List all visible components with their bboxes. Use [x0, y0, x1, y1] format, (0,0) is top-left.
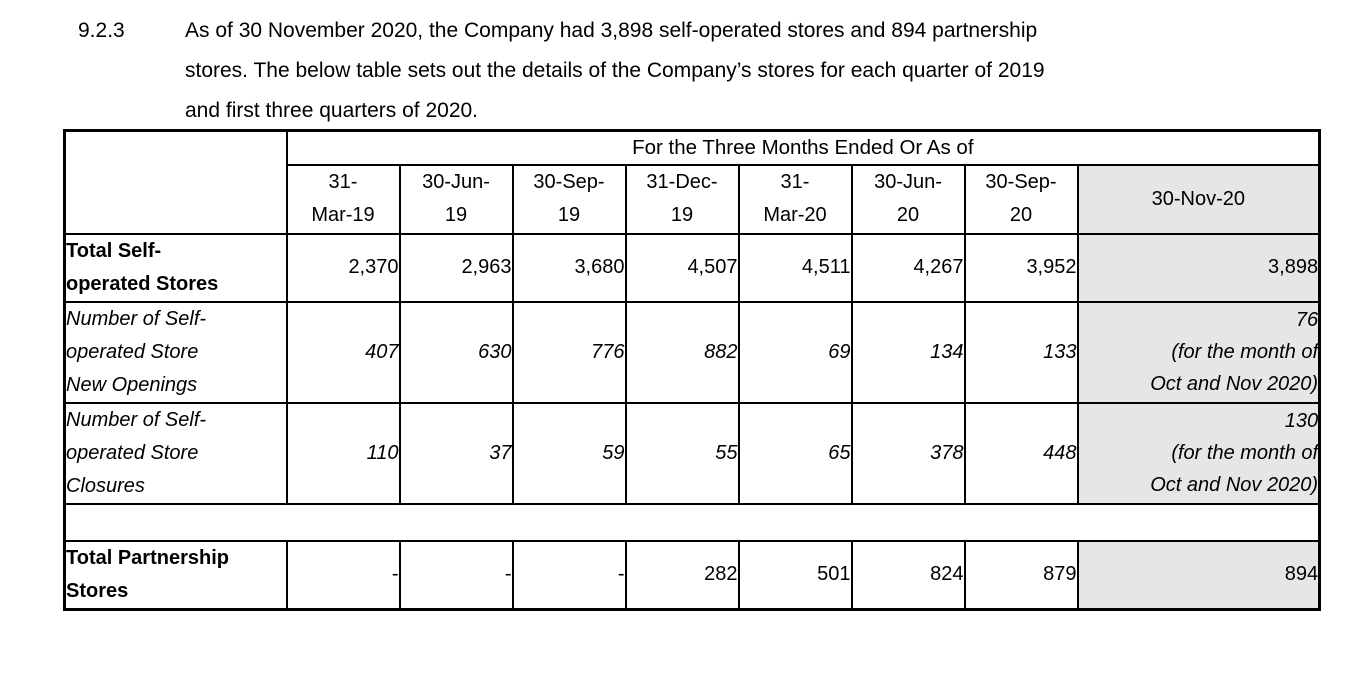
cell-value: 4,511 [737, 232, 853, 303]
paragraph-line: and first three quarters of 2020. [185, 99, 479, 122]
cell-value-highlight: 3,898 [1076, 232, 1321, 303]
cell-value: 448 [963, 401, 1079, 505]
cell-value: 282 [624, 539, 740, 610]
paragraph-text: As of 30 November 2020, the Company had … [185, 11, 1045, 131]
cell-value: 378 [850, 401, 966, 505]
cell-value: 776 [511, 300, 627, 404]
cell-value: 4,507 [624, 232, 740, 303]
col-header-31-mar-20: 31- Mar-20 [737, 163, 853, 235]
cell-value-highlight: 894 [1076, 539, 1321, 610]
row-new-openings: Number of Self- operated Store New Openi… [63, 300, 1321, 404]
cell-value: 65 [737, 401, 853, 505]
col-header-30-nov-20: 30-Nov-20 [1076, 163, 1321, 235]
col-header-30-sep-19: 30-Sep- 19 [511, 163, 627, 235]
paragraph-line: As of 30 November 2020, the Company had … [185, 19, 1038, 42]
cell-value: - [285, 539, 401, 610]
cell-value: 824 [850, 539, 966, 610]
cell-value: 2,370 [285, 232, 401, 303]
cell-value: 882 [624, 300, 740, 404]
row-total-self-operated-stores: Total Self- operated Stores 2,370 2,963 … [63, 232, 1321, 303]
cell-value: 501 [737, 539, 853, 610]
row-label: Total Self- operated Stores [63, 232, 288, 303]
section-number: 9.2.3 [78, 19, 125, 42]
spacer-cell [63, 502, 1321, 542]
col-header-30-jun-20: 30-Jun- 20 [850, 163, 966, 235]
span-header-cell: For the Three Months Ended Or As of [285, 129, 1321, 166]
cell-value: 69 [737, 300, 853, 404]
cell-value: 630 [398, 300, 514, 404]
cell-value: 4,267 [850, 232, 966, 303]
row-label: Number of Self- operated Store New Openi… [63, 300, 288, 404]
cell-value-highlight: 76 (for the month of Oct and Nov 2020) [1076, 300, 1321, 404]
table-header-row-span: For the Three Months Ended Or As of [63, 129, 1321, 235]
col-header-31-dec-19: 31-Dec- 19 [624, 163, 740, 235]
cell-value: 3,952 [963, 232, 1079, 303]
corner-cell [63, 129, 288, 235]
col-header-30-sep-20: 30-Sep- 20 [963, 163, 1079, 235]
cell-value: 110 [285, 401, 401, 505]
row-closures: Number of Self- operated Store Closures … [63, 401, 1321, 505]
table-header-row-dates: 31- Mar-19 30-Jun- 19 30-Sep- 19 31-Dec-… [65, 163, 1321, 235]
spacer-row [63, 502, 1321, 542]
cell-value: 879 [963, 539, 1079, 610]
row-label: Total Partnership Stores [63, 539, 288, 610]
cell-value: - [511, 539, 627, 610]
row-total-partnership-stores: Total Partnership Stores - - - 282 501 8… [63, 539, 1321, 610]
cell-value: 134 [850, 300, 966, 404]
cell-value: 133 [963, 300, 1079, 404]
cell-value: 59 [511, 401, 627, 505]
cell-value: 37 [398, 401, 514, 505]
col-header-31-mar-19: 31- Mar-19 [285, 163, 401, 235]
cell-value-highlight: 130 (for the month of Oct and Nov 2020) [1076, 401, 1321, 505]
col-header-30-jun-19: 30-Jun- 19 [398, 163, 514, 235]
cell-value: - [398, 539, 514, 610]
paragraph-9-2-3: 9.2.3 As of 30 November 2020, the Compan… [78, 11, 1045, 131]
cell-value: 2,963 [398, 232, 514, 303]
cell-value: 407 [285, 300, 401, 404]
cell-value: 55 [624, 401, 740, 505]
stores-table: For the Three Months Ended Or As of 31- … [63, 129, 1322, 611]
paragraph-line: stores. The below table sets out the det… [185, 59, 1045, 82]
cell-value: 3,680 [511, 232, 627, 303]
row-label: Number of Self- operated Store Closures [63, 401, 288, 505]
